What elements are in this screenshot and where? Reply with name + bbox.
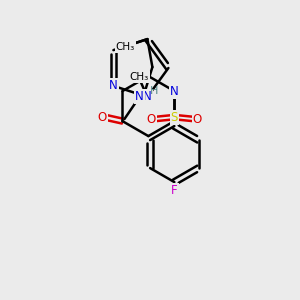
Text: CH₃: CH₃: [130, 72, 149, 82]
Text: O: O: [193, 112, 202, 126]
Text: F: F: [171, 184, 178, 196]
Text: N: N: [109, 80, 118, 92]
Text: S: S: [171, 111, 178, 124]
Text: N: N: [170, 85, 179, 98]
Text: O: O: [98, 111, 107, 124]
Text: O: O: [147, 112, 156, 126]
Text: H: H: [149, 86, 158, 96]
Text: N: N: [135, 90, 144, 103]
Text: N: N: [143, 90, 152, 104]
Text: CH₃: CH₃: [116, 42, 135, 52]
